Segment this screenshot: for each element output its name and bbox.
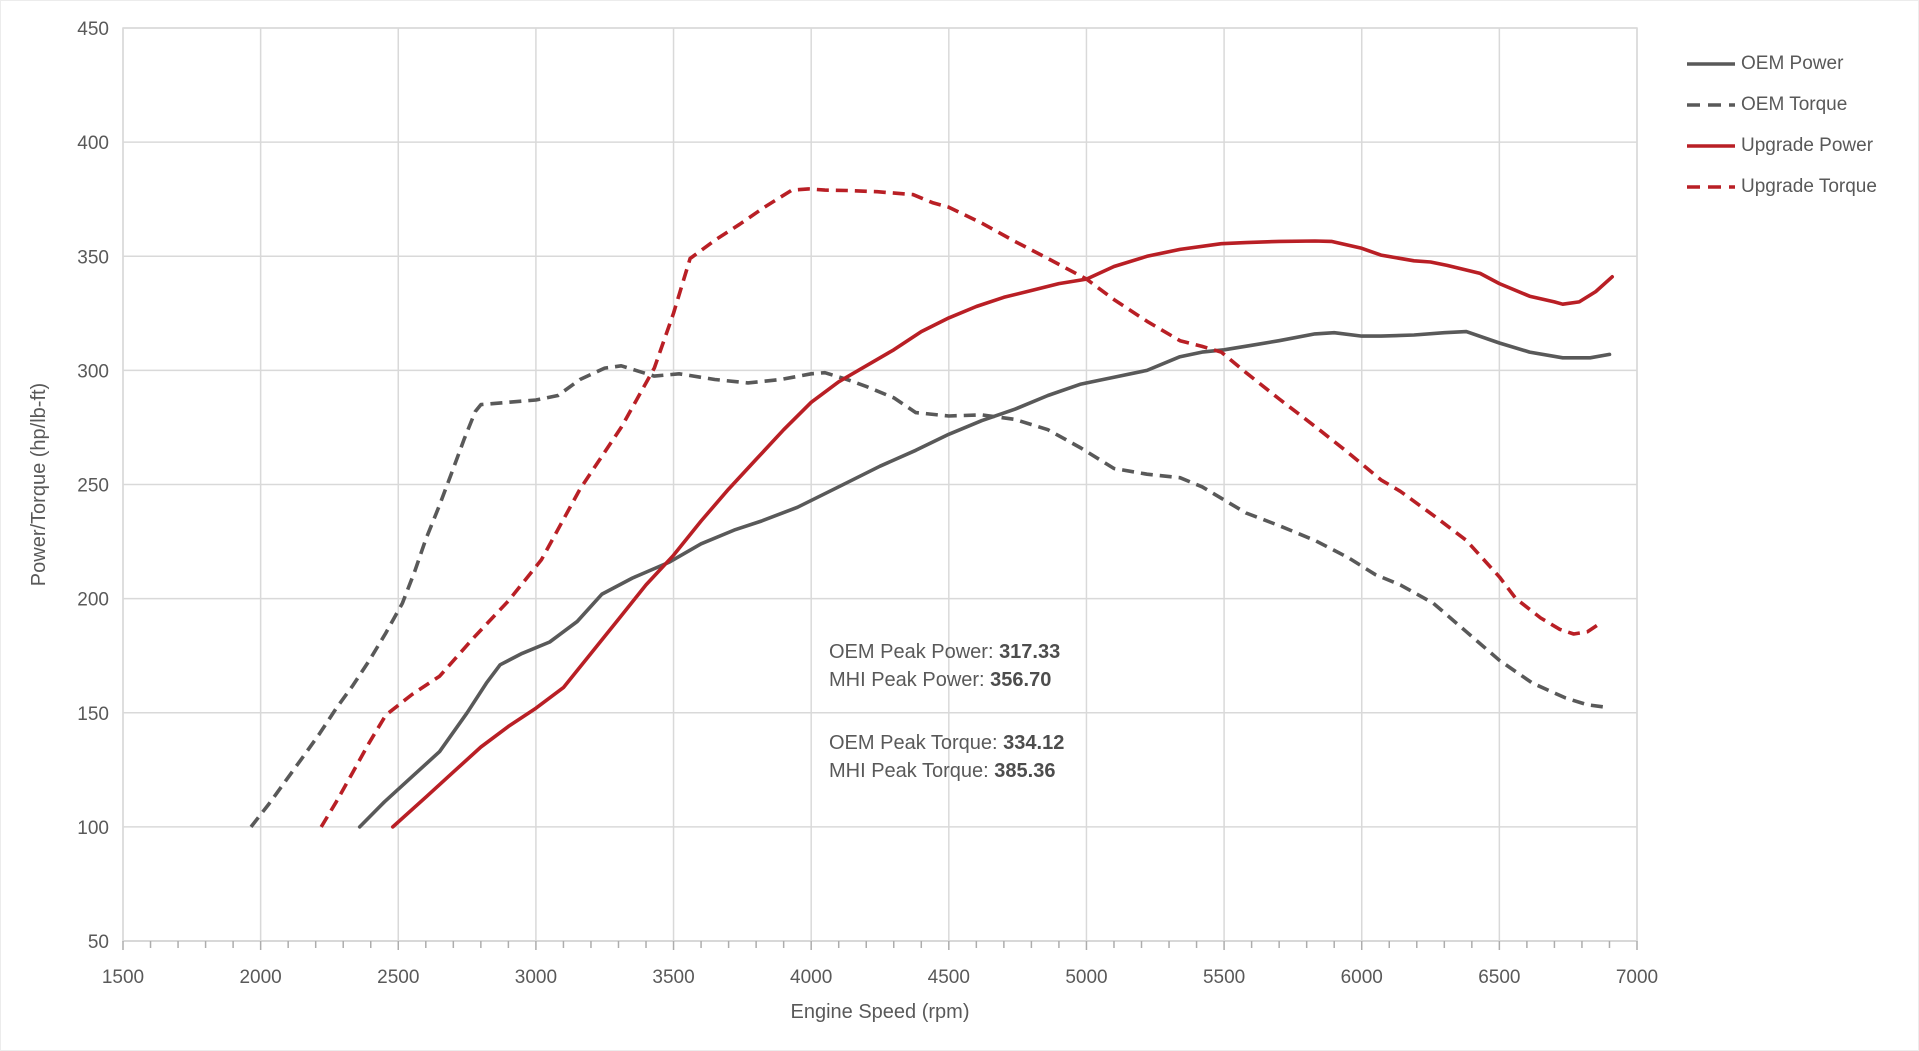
y-tick-label: 50 [88, 932, 109, 953]
oem-peak-power-line: OEM Peak Power: 317.33 [829, 641, 1061, 663]
legend-label-oem-power: OEM Power [1741, 52, 1844, 74]
legend-line-dashed-gray-icon [1687, 102, 1735, 107]
series-line-upgrade-torque [319, 187, 1603, 828]
x-tick-label: 3500 [652, 967, 694, 988]
y-tick-label: 100 [77, 818, 109, 839]
peak-torque-annotation: OEM Peak Torque: 334.12 MHI Peak Torque:… [829, 729, 1064, 785]
x-tick-label: 2000 [239, 967, 281, 988]
legend-line-solid-gray-icon [1687, 61, 1735, 66]
series-line-oem-torque [249, 364, 1605, 829]
y-tick-label: 450 [77, 19, 109, 40]
y-tick-label: 350 [77, 247, 109, 268]
legend-line-dashed-red-icon [1687, 184, 1735, 189]
series-line-upgrade-power [391, 239, 1614, 829]
y-tick-label: 300 [77, 361, 109, 382]
y-tick-label: 200 [77, 590, 109, 611]
legend-item-upgrade-power: Upgrade Power [1687, 125, 1877, 166]
x-tick-label: 5500 [1203, 967, 1245, 988]
x-tick-label: 1500 [102, 967, 144, 988]
oem-peak-torque-line: OEM Peak Torque: 334.12 [829, 732, 1065, 754]
legend-item-oem-power: OEM Power [1687, 43, 1877, 84]
x-tick-label: 4000 [790, 967, 832, 988]
y-tick-label: 150 [77, 704, 109, 725]
x-tick-label: 4500 [928, 967, 970, 988]
chart-legend: OEM Power OEM Torque Upgrade Power Upgra… [1687, 43, 1877, 207]
x-tick-label: 2500 [377, 967, 419, 988]
x-tick-label: 6000 [1341, 967, 1383, 988]
peak-power-annotation: OEM Peak Power: 317.33 MHI Peak Power: 3… [829, 638, 1060, 694]
legend-label-oem-torque: OEM Torque [1741, 93, 1848, 115]
x-tick-label: 7000 [1616, 967, 1658, 988]
legend-label-upgrade-torque: Upgrade Torque [1741, 175, 1877, 197]
plot-border [122, 27, 1638, 942]
mhi-peak-power-line: MHI Peak Power: 356.70 [829, 669, 1052, 691]
y-axis-title: Power/Torque (hp/lb-ft) [28, 383, 50, 586]
legend-item-oem-torque: OEM Torque [1687, 84, 1877, 125]
mhi-peak-torque-line: MHI Peak Torque: 385.36 [829, 760, 1056, 782]
x-axis-title: Engine Speed (rpm) [791, 1001, 970, 1023]
legend-label-upgrade-power: Upgrade Power [1741, 134, 1874, 156]
legend-item-upgrade-torque: Upgrade Torque [1687, 166, 1877, 207]
x-tick-label: 3000 [515, 967, 557, 988]
series-line-oem-power [357, 329, 1612, 829]
x-tick-label: 6500 [1478, 967, 1520, 988]
y-tick-label: 400 [77, 133, 109, 154]
legend-line-solid-red-icon [1687, 143, 1735, 148]
y-tick-label: 250 [77, 476, 109, 497]
x-tick-label: 5000 [1065, 967, 1107, 988]
